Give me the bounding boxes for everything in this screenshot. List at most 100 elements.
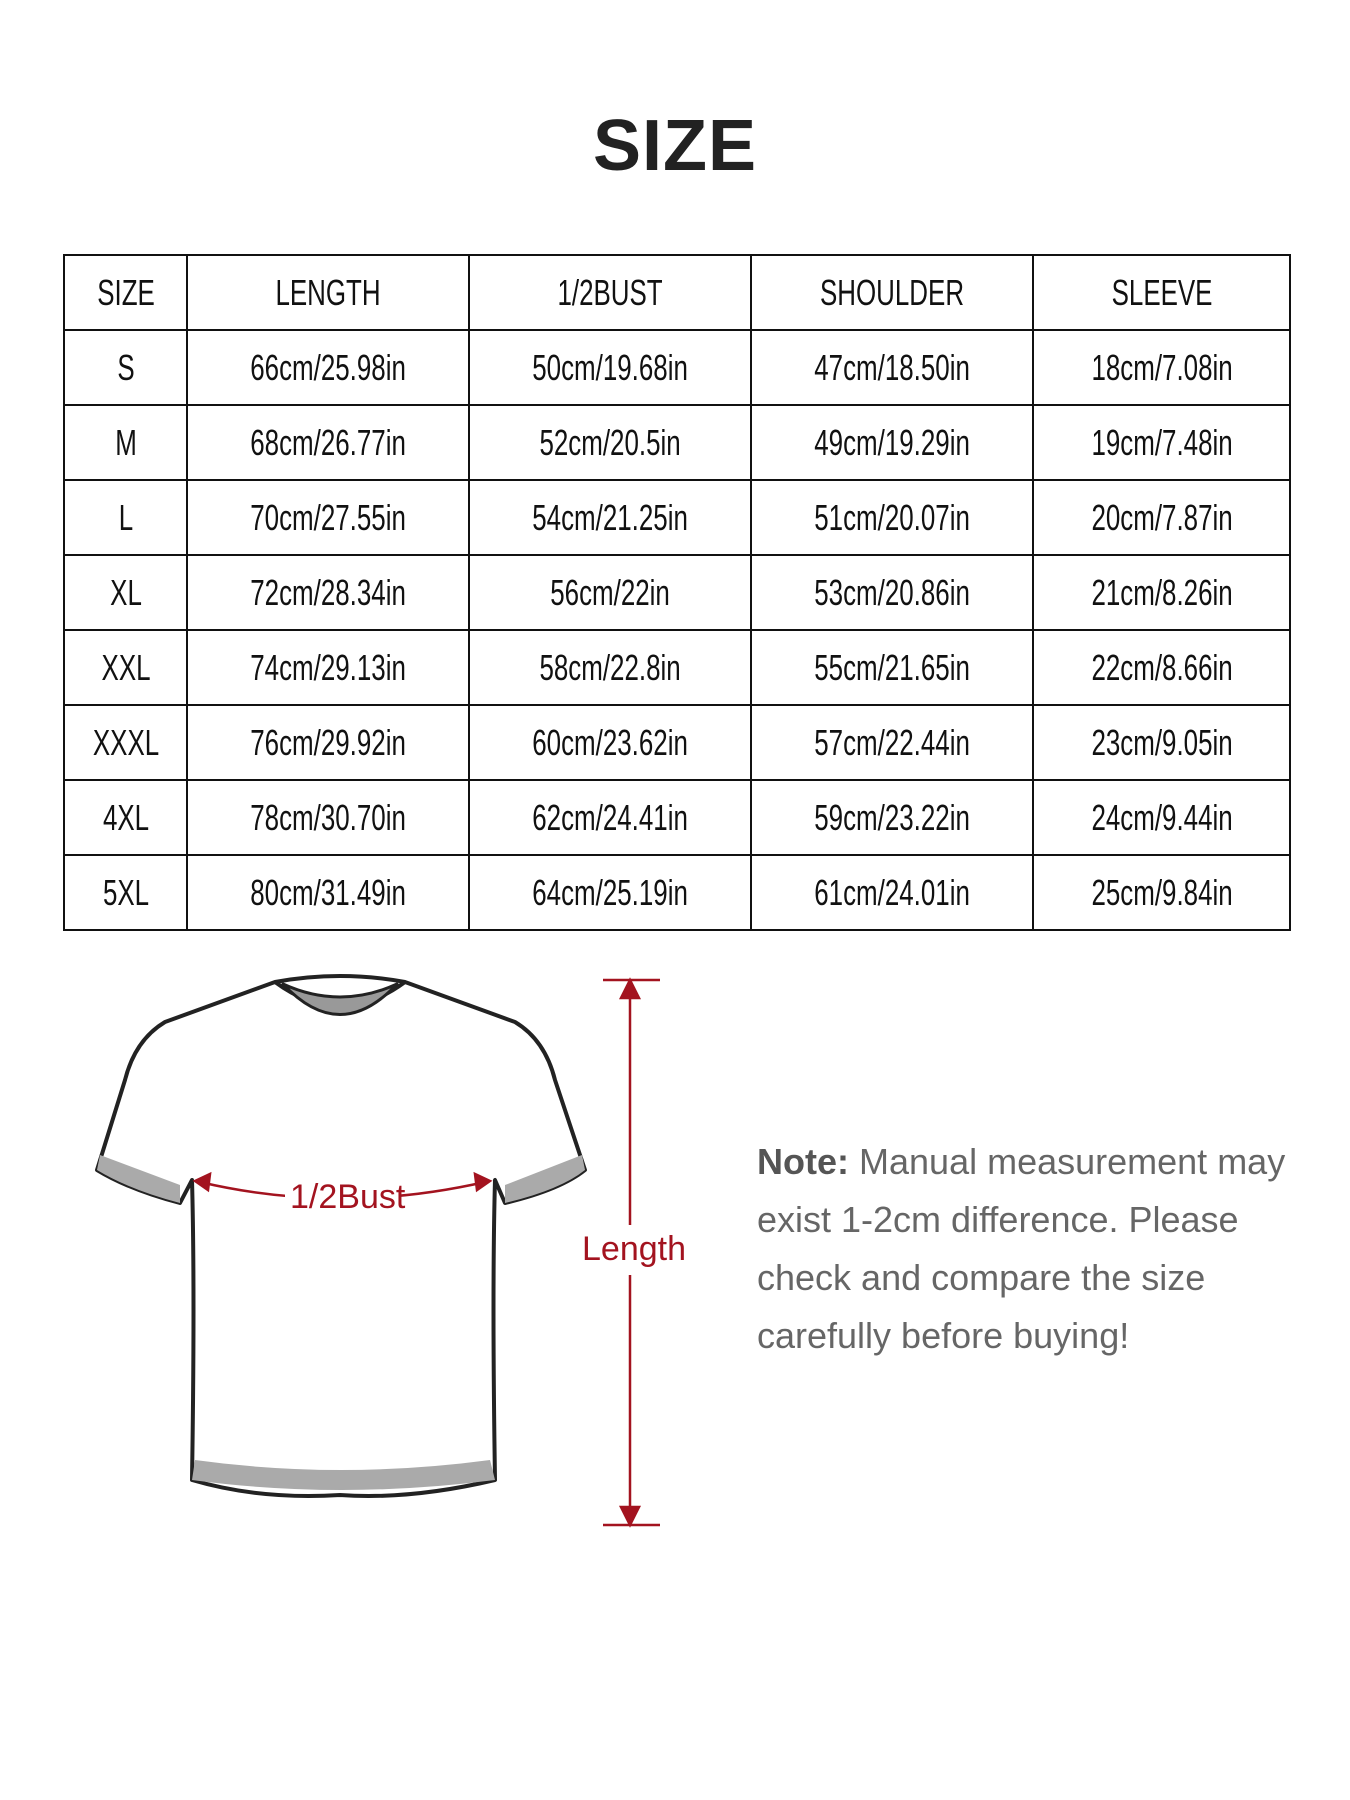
table-cell: 5XL [62, 854, 189, 931]
cell-text: M [114, 421, 137, 463]
table-row: 4XL 78cm/30.70in 62cm/24.41in 59cm/23.22in 2… [62, 779, 1291, 856]
cell-text: 55cm/21.65in [814, 646, 971, 688]
table-cell: 78cm/30.70in [186, 779, 471, 856]
cell-text: 64cm/25.19in [532, 871, 689, 913]
cell-text: 4XL [102, 796, 149, 838]
table-cell: 62cm/24.41in [468, 779, 753, 856]
size-table: SIZE LENGTH 1/2BUST SHOULDER SLEEVE S 66cm/25.… [62, 254, 1291, 931]
bust-label: 1/2Bust [290, 1178, 406, 1216]
cell-text: 49cm/19.29in [814, 421, 971, 463]
cell-text: SLEEVE [1111, 271, 1213, 313]
cell-text: 52cm/20.5in [539, 421, 681, 463]
cell-text: 80cm/31.49in [250, 871, 406, 913]
table-row: XXXL 76cm/29.92in 60cm/23.62in 57cm/22.44in… [62, 704, 1291, 781]
cell-text: 59cm/23.22in [814, 796, 971, 838]
cell-text: 51cm/20.07in [814, 496, 971, 538]
cell-text: 66cm/25.98in [250, 346, 406, 388]
cell-text: 24cm/9.44in [1091, 796, 1233, 838]
table-cell: 24cm/9.44in [1032, 779, 1291, 856]
table-row: M 68cm/26.77in 52cm/20.5in 49cm/19.29in 19cm… [62, 404, 1291, 481]
cell-text: 57cm/22.44in [814, 721, 971, 763]
column-header: LENGTH [186, 254, 471, 331]
table-cell: 55cm/21.65in [750, 629, 1035, 706]
table-cell: 18cm/7.08in [1032, 329, 1291, 406]
cell-text: 74cm/29.13in [250, 646, 406, 688]
length-label: Length [582, 1230, 686, 1268]
cell-text: 72cm/28.34in [250, 571, 406, 613]
cell-text: 70cm/27.55in [250, 496, 406, 538]
cell-text: 76cm/29.92in [250, 721, 406, 763]
table-cell: 49cm/19.29in [750, 404, 1035, 481]
table-cell: 54cm/21.25in [468, 479, 753, 556]
table-row: XXL 74cm/29.13in 58cm/22.8in 55cm/21.65in 22… [62, 629, 1291, 706]
table-cell: 50cm/19.68in [468, 329, 753, 406]
cell-text: 25cm/9.84in [1091, 871, 1233, 913]
table-cell: 80cm/31.49in [186, 854, 471, 931]
table-cell: M [62, 404, 189, 481]
cell-text: 1/2BUST [557, 271, 663, 313]
table-cell: 74cm/29.13in [186, 629, 471, 706]
table-cell: 52cm/20.5in [468, 404, 753, 481]
page-title: SIZE [592, 106, 758, 186]
cell-text: XXL [101, 646, 151, 688]
table-row: XL 72cm/28.34in 56cm/22in 53cm/20.86in 21cm/… [62, 554, 1291, 631]
note-text: Manual measurement may exist 1-2cm diffe… [757, 1141, 1286, 1356]
cell-text: 60cm/23.62in [532, 721, 689, 763]
column-header: 1/2BUST [468, 254, 753, 331]
cell-text: XXXL [92, 721, 159, 763]
cell-text: 62cm/24.41in [532, 796, 689, 838]
table-cell: 70cm/27.55in [186, 479, 471, 556]
table-header-row: SIZE LENGTH 1/2BUST SHOULDER SLEEVE [62, 254, 1291, 331]
table-cell: 23cm/9.05in [1032, 704, 1291, 781]
table-cell: 19cm/7.48in [1032, 404, 1291, 481]
cell-text: 53cm/20.86in [814, 571, 971, 613]
table-cell: 21cm/8.26in [1032, 554, 1291, 631]
table-cell: 66cm/25.98in [186, 329, 471, 406]
cell-text: XL [109, 571, 142, 613]
cell-text: L [118, 496, 133, 538]
cell-text: 47cm/18.50in [814, 346, 971, 388]
table-row: L 70cm/27.55in 54cm/21.25in 51cm/20.07in 20c… [62, 479, 1291, 556]
table-cell: L [62, 479, 189, 556]
table-row: S 66cm/25.98in 50cm/19.68in 47cm/18.50in 18c… [62, 329, 1291, 406]
cell-text: 22cm/8.66in [1091, 646, 1233, 688]
table-cell: XL [62, 554, 189, 631]
cell-text: 58cm/22.8in [539, 646, 681, 688]
table-cell: XXL [62, 629, 189, 706]
cell-text: LENGTH [275, 271, 381, 313]
cell-text: 56cm/22in [550, 571, 671, 613]
cell-text: S [116, 346, 135, 388]
table-cell: 60cm/23.62in [468, 704, 753, 781]
cell-text: SHOULDER [820, 271, 965, 313]
table-cell: 57cm/22.44in [750, 704, 1035, 781]
cell-text: 23cm/9.05in [1091, 721, 1233, 763]
table-cell: 47cm/18.50in [750, 329, 1035, 406]
table-cell: 76cm/29.92in [186, 704, 471, 781]
cell-text: 78cm/30.70in [250, 796, 406, 838]
cell-text: 20cm/7.87in [1091, 496, 1233, 538]
column-header: SHOULDER [750, 254, 1035, 331]
table-cell: 72cm/28.34in [186, 554, 471, 631]
column-header: SLEEVE [1032, 254, 1291, 331]
column-header: SIZE [62, 254, 189, 331]
table-cell: 68cm/26.77in [186, 404, 471, 481]
table-cell: 51cm/20.07in [750, 479, 1035, 556]
cell-text: 21cm/8.26in [1091, 571, 1233, 613]
table-cell: 25cm/9.84in [1032, 854, 1291, 931]
table-cell: S [62, 329, 189, 406]
cell-text: 54cm/21.25in [532, 496, 689, 538]
table-cell: 59cm/23.22in [750, 779, 1035, 856]
table-cell: 56cm/22in [468, 554, 753, 631]
tshirt-diagram: 1/2Bust Length [95, 974, 686, 1528]
tshirt-outline-icon [95, 974, 587, 1498]
cell-text: 18cm/7.08in [1091, 346, 1233, 388]
measurement-note: Note: Manual measurement may exist 1-2cm… [757, 1133, 1317, 1365]
table-cell: 22cm/8.66in [1032, 629, 1291, 706]
table-row: 5XL 80cm/31.49in 64cm/25.19in 61cm/24.01in 2… [62, 854, 1291, 931]
table-cell: 53cm/20.86in [750, 554, 1035, 631]
cell-text: 50cm/19.68in [532, 346, 689, 388]
table-cell: 58cm/22.8in [468, 629, 753, 706]
table-cell: 4XL [62, 779, 189, 856]
cell-text: 61cm/24.01in [814, 871, 971, 913]
table-cell: 61cm/24.01in [750, 854, 1035, 931]
